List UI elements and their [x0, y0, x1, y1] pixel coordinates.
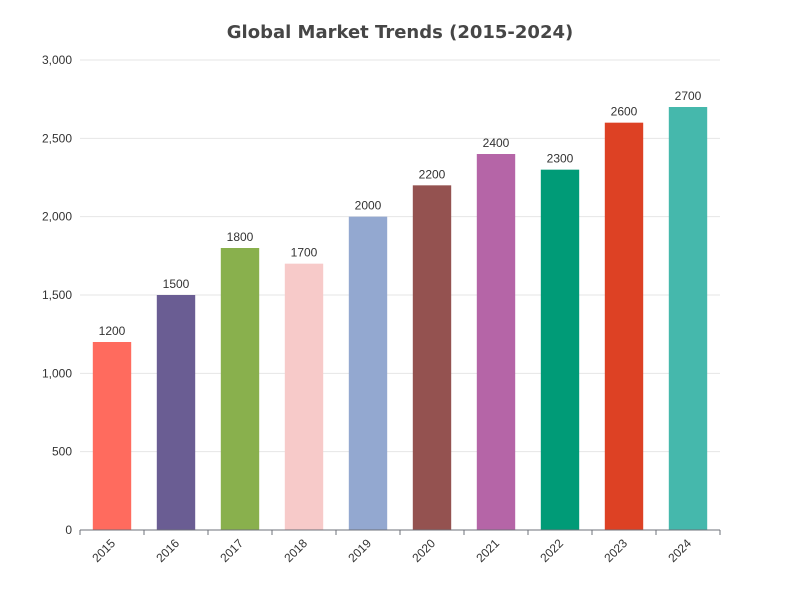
bar [668, 107, 708, 530]
y-tick-label: 500 [52, 445, 72, 459]
x-tick-label: 2018 [281, 536, 310, 565]
data-labels: 1200 1500 1800 1700 2000 2200 2400 2300 2600 2700 [99, 89, 702, 338]
x-tick-label: 2020 [409, 536, 438, 565]
data-label: 1200 [99, 324, 126, 338]
data-label: 2600 [611, 105, 638, 119]
bar [412, 185, 452, 531]
data-label: 1800 [227, 230, 254, 244]
bar [284, 263, 324, 530]
y-tick-label: 3,000 [42, 53, 72, 67]
x-tick-label: 2021 [473, 536, 502, 565]
data-label: 2300 [547, 152, 574, 166]
x-tick-label: 2024 [665, 536, 694, 565]
bar [540, 169, 580, 530]
bar [476, 154, 516, 530]
data-label: 2400 [483, 136, 510, 150]
x-tick-label: 2016 [153, 536, 182, 565]
bar [156, 295, 196, 530]
x-tick-label: 2015 [89, 536, 118, 565]
y-tick-label: 0 [65, 523, 72, 537]
bar [604, 122, 644, 531]
chart-title: Global Market Trends (2015-2024) [227, 22, 573, 43]
bars [92, 107, 708, 531]
x-tick-label: 2019 [345, 536, 374, 565]
y-tick-label: 1,000 [42, 366, 72, 380]
data-label: 2700 [675, 89, 702, 103]
bar [220, 248, 260, 530]
y-tick-label: 1,500 [42, 288, 72, 302]
y-tick-label: 2,500 [42, 131, 72, 145]
data-label: 1700 [291, 246, 318, 260]
bar [92, 342, 132, 530]
data-label: 1500 [163, 277, 190, 291]
y-tick-label: 2,000 [42, 210, 72, 224]
x-tick-label: 2023 [601, 536, 630, 565]
data-label: 2000 [355, 199, 382, 213]
x-tick-label: 2022 [537, 536, 566, 565]
x-tick-label: 2017 [217, 536, 246, 565]
bar [348, 216, 388, 530]
data-label: 2200 [419, 167, 446, 181]
